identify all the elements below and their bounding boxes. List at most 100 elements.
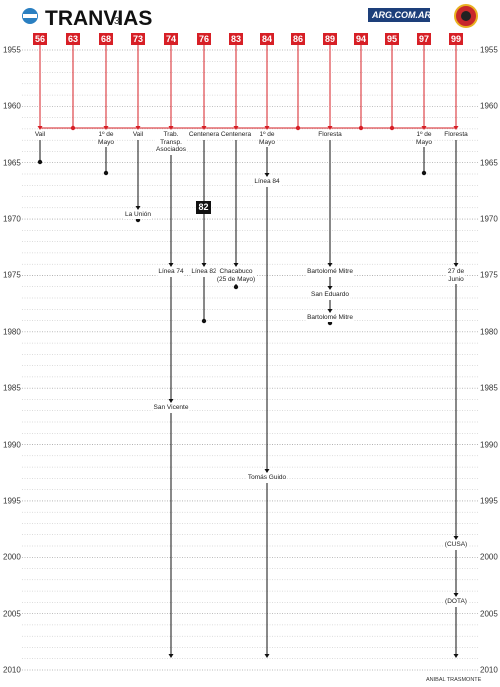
red-end-dot <box>295 125 301 131</box>
red-stem-head <box>201 126 207 130</box>
year-label: 2005 <box>480 609 498 619</box>
line-number: 63 <box>66 33 80 45</box>
end-dot <box>135 217 141 223</box>
line-number: 56 <box>33 33 47 45</box>
line-number: 76 <box>197 33 211 45</box>
event-label: Bartolomé Mitre <box>306 268 354 276</box>
event-arrow-head <box>264 469 270 473</box>
year-label: 1970 <box>480 214 498 224</box>
end-dot <box>37 159 43 165</box>
event-label: 1º de Mayo <box>97 131 115 146</box>
year-label: 1970 <box>3 214 21 224</box>
year-label: 2000 <box>3 552 21 562</box>
event-label: Floresta <box>443 131 469 139</box>
year-label: 1990 <box>480 440 498 450</box>
event-arrow-head <box>453 593 459 597</box>
site-logo-text: ARG.COM.AR <box>372 10 431 20</box>
year-label: 1960 <box>3 101 21 111</box>
logo-stripe <box>23 14 37 18</box>
red-stem-head <box>168 126 174 130</box>
event-label: Floresta <box>317 131 343 139</box>
event-arrow-head <box>327 263 333 267</box>
event-label: Línea 84 <box>253 178 281 186</box>
red-end-dot <box>358 125 364 131</box>
red-stem-head <box>37 126 43 130</box>
year-label: 2010 <box>480 665 498 675</box>
event-label: Centenera <box>187 131 221 139</box>
event-label: Trab. Transp. Asociados <box>155 131 187 154</box>
year-label: 1985 <box>480 383 498 393</box>
line-number: 99 <box>449 33 463 45</box>
line-number: 95 <box>385 33 399 45</box>
line-number: 73 <box>131 33 145 45</box>
year-label: 1955 <box>480 45 498 55</box>
year-label: 1980 <box>480 327 498 337</box>
event-label: 27 de Junio <box>446 268 466 283</box>
event-arrow-head <box>327 286 333 290</box>
event-label: San Eduardo <box>310 291 350 299</box>
event-label: Chacabuco (25 de Mayo) <box>215 268 257 283</box>
badge: 82 <box>196 201 211 214</box>
event-arrow-head <box>264 654 270 658</box>
year-label: 1985 <box>3 383 21 393</box>
event-label: 1º de Mayo <box>258 131 276 146</box>
end-dot <box>103 170 109 176</box>
event-arrow-head <box>135 206 141 210</box>
event-label: 1º de Mayo <box>415 131 433 146</box>
event-label: Bartolomé Mitre <box>306 314 354 322</box>
event-arrow-head <box>168 263 174 267</box>
event-label: Vail <box>131 131 145 139</box>
red-end-dot <box>70 125 76 131</box>
end-dot <box>421 170 427 176</box>
line-number: 86 <box>291 33 305 45</box>
line-number: 84 <box>260 33 274 45</box>
red-stem-head <box>421 126 427 130</box>
emblem-center <box>461 11 471 21</box>
issue: 3 <box>114 16 120 27</box>
line-number: 74 <box>164 33 178 45</box>
site-logo <box>368 8 430 22</box>
year-label: 1995 <box>480 496 498 506</box>
red-stem-head <box>327 126 333 130</box>
red-end-dot <box>389 125 395 131</box>
event-label: (CUSA) <box>443 541 469 549</box>
event-arrow-head <box>264 173 270 177</box>
year-label: 1995 <box>3 496 21 506</box>
event-arrow-head <box>233 263 239 267</box>
year-label: 1975 <box>3 270 21 280</box>
year-label: 1965 <box>3 158 21 168</box>
event-arrow-head <box>453 654 459 658</box>
year-label: 1955 <box>3 45 21 55</box>
line-number: 83 <box>229 33 243 45</box>
event-label: Línea 82 <box>190 268 218 276</box>
event-label: Línea 74 <box>157 268 185 276</box>
line-number: 89 <box>323 33 337 45</box>
event-label: Centenera <box>219 131 253 139</box>
event-label: La Unión <box>123 211 153 219</box>
year-label: 1990 <box>3 440 21 450</box>
event-label: Vail <box>33 131 47 139</box>
red-stem-head <box>135 126 141 130</box>
year-label: 2000 <box>480 552 498 562</box>
event-arrow-head <box>453 263 459 267</box>
event-label: San Vicente <box>152 404 190 412</box>
year-label: 1965 <box>480 158 498 168</box>
credit: ANIBAL TRASMONTE <box>426 677 482 683</box>
year-label: 2010 <box>3 665 21 675</box>
red-stem-head <box>233 126 239 130</box>
line-number: 94 <box>354 33 368 45</box>
event-arrow-head <box>327 309 333 313</box>
event-arrow-head <box>168 654 174 658</box>
red-stem-head <box>103 126 109 130</box>
event-arrow-head <box>453 536 459 540</box>
red-stem-head <box>453 126 459 130</box>
red-stem-head <box>264 126 270 130</box>
year-label: 1975 <box>480 270 498 280</box>
end-dot <box>201 318 207 324</box>
event-label: Tomás Guido <box>246 474 288 482</box>
year-label: 1980 <box>3 327 21 337</box>
line-number: 68 <box>99 33 113 45</box>
end-dot <box>327 320 333 326</box>
